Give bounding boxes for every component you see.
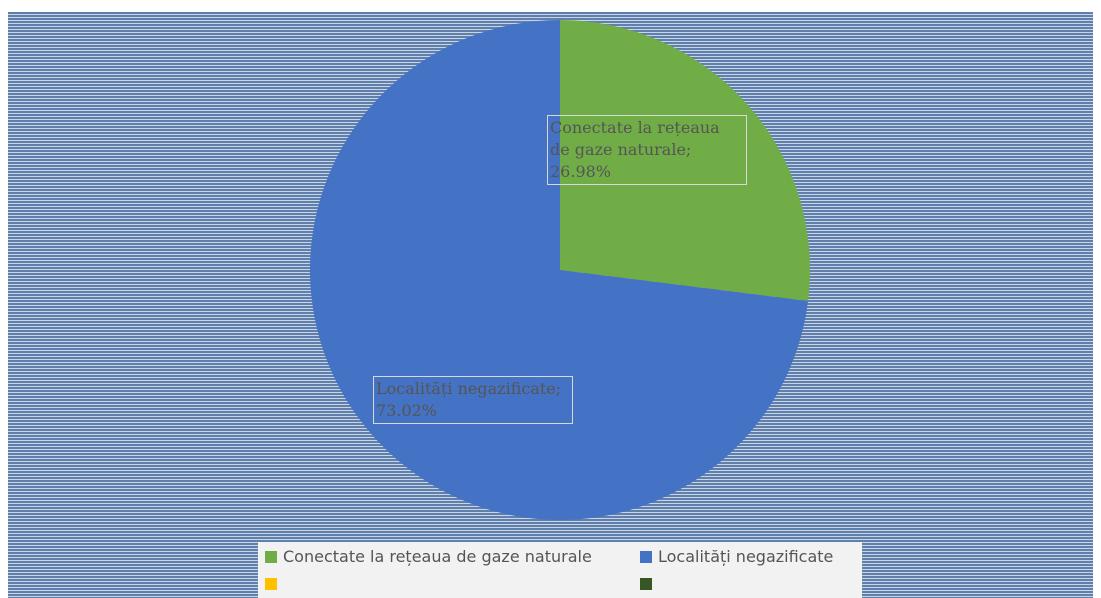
legend: Conectate la rețeaua de gaze naturale Loc… (258, 542, 862, 598)
legend-label: Conectate la rețeaua de gaze naturale (283, 547, 592, 566)
pie-slice (560, 20, 810, 302)
legend-entry (640, 574, 658, 594)
data-label: Localități negazificate; 73.02% (373, 376, 573, 424)
legend-entry (265, 574, 283, 594)
legend-entry: Conectate la rețeaua de gaze naturale (265, 547, 592, 567)
legend-swatch (265, 551, 277, 563)
legend-swatch (640, 578, 652, 590)
legend-swatch (640, 551, 652, 563)
legend-label: Localități negazificate (658, 547, 834, 566)
legend-swatch (265, 578, 277, 590)
legend-entry: Localități negazificate (640, 547, 833, 567)
data-label: Conectate la rețeaua de gaze naturale; 2… (547, 115, 747, 185)
pie-slice (310, 20, 809, 521)
